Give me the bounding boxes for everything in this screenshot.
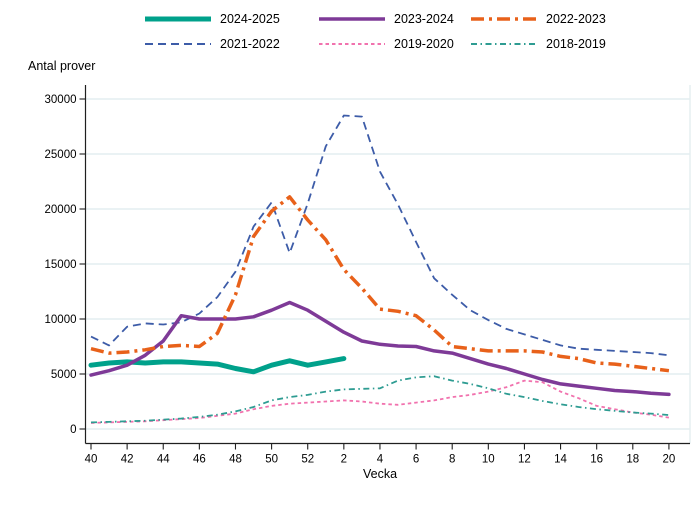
series-line-2019-2020 bbox=[90, 379, 670, 424]
legend-item-2024-2025: 2024-2025 bbox=[143, 8, 317, 30]
x-tick-label: 48 bbox=[229, 454, 242, 466]
x-tick-label: 18 bbox=[626, 454, 639, 466]
series-line-2023-2024 bbox=[89, 300, 671, 397]
legend-swatch-icon bbox=[319, 43, 385, 45]
x-tick-label: 2 bbox=[341, 454, 347, 466]
y-tick-label: 5000 bbox=[51, 369, 77, 381]
x-tick-label: 14 bbox=[554, 454, 567, 466]
legend-label: 2022-2023 bbox=[546, 12, 606, 26]
x-tick-label: 46 bbox=[193, 454, 206, 466]
legend-item-2018-2019: 2018-2019 bbox=[469, 33, 637, 55]
series-line-2022-2023 bbox=[90, 195, 670, 373]
x-tick-label: 42 bbox=[121, 454, 134, 466]
legend-label: 2021-2022 bbox=[220, 37, 280, 51]
x-tick-label: 4 bbox=[377, 454, 384, 466]
x-tick-label: 16 bbox=[590, 454, 603, 466]
x-tick-label: 10 bbox=[482, 454, 495, 466]
x-tick-label: 20 bbox=[663, 454, 676, 466]
series-line-2021-2022 bbox=[90, 114, 670, 357]
y-tick-label: 20000 bbox=[45, 204, 77, 216]
x-tick-label: 6 bbox=[413, 454, 419, 466]
legend-swatch-icon bbox=[319, 17, 385, 21]
legend-label: 2023-2024 bbox=[394, 12, 454, 26]
x-tick-label: 12 bbox=[518, 454, 531, 466]
x-tick-label: 52 bbox=[301, 454, 314, 466]
legend-label: 2019-2020 bbox=[394, 37, 454, 51]
legend-label: 2018-2019 bbox=[546, 37, 606, 51]
y-tick-label: 30000 bbox=[45, 94, 77, 106]
x-tick-label: 50 bbox=[265, 454, 278, 466]
legend-swatch-icon bbox=[471, 17, 537, 21]
legend-item-2019-2020: 2019-2020 bbox=[317, 33, 469, 55]
x-axis-title: Vecka bbox=[362, 467, 398, 481]
chart-legend: 2024-2025 2023-2024 2022-2023 2021-2022 2019… bbox=[143, 8, 637, 55]
series-line-2018-2019 bbox=[90, 375, 669, 424]
x-tick-label: 40 bbox=[85, 454, 98, 466]
y-tick-label: 10000 bbox=[45, 314, 77, 326]
legend-item-2021-2022: 2021-2022 bbox=[143, 33, 317, 55]
legend-item-2022-2023: 2022-2023 bbox=[469, 8, 637, 30]
legend-label: 2024-2025 bbox=[220, 12, 280, 26]
x-tick-label: 8 bbox=[449, 454, 455, 466]
legend-swatch-icon bbox=[145, 43, 211, 45]
y-tick-label: 15000 bbox=[45, 259, 77, 271]
legend-swatch-icon bbox=[471, 43, 537, 45]
legend-swatch-icon bbox=[145, 16, 211, 22]
y-tick-label: 25000 bbox=[45, 149, 77, 161]
y-tick-label: 0 bbox=[70, 424, 76, 436]
x-tick-label: 44 bbox=[157, 454, 170, 466]
y-axis-title: Antal prover bbox=[28, 59, 96, 73]
legend-item-2023-2024: 2023-2024 bbox=[317, 8, 469, 30]
